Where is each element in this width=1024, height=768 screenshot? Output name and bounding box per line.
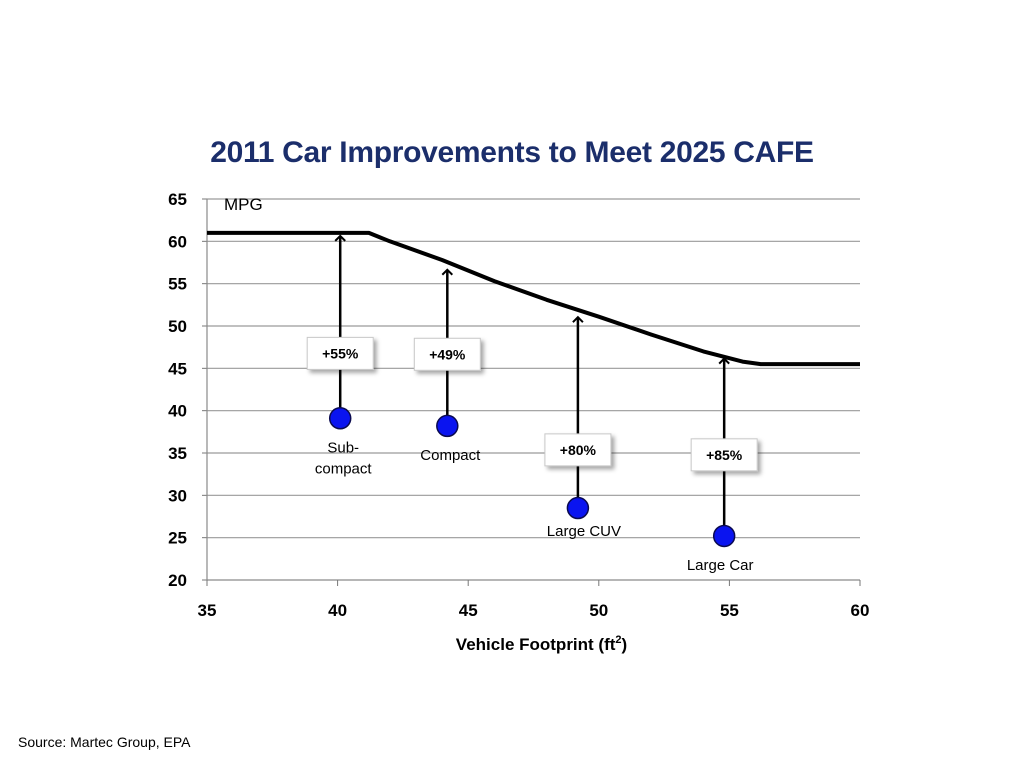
x-tick-label-35: 35 bbox=[198, 601, 217, 620]
x-axis-label: Vehicle Footprint (ft2) bbox=[456, 634, 627, 654]
target-curve bbox=[207, 230, 860, 367]
source-note: Source: Martec Group, EPA bbox=[18, 734, 191, 750]
y-tick-label-65: 65 bbox=[168, 190, 187, 209]
chart-title: 2011 Car Improvements to Meet 2025 CAFE bbox=[210, 136, 814, 169]
improvement-callout-box bbox=[413, 337, 481, 371]
y-tick-label-40: 40 bbox=[168, 402, 187, 421]
vehicle-label-line2: compact bbox=[315, 460, 373, 477]
vehicle-label: Sub- bbox=[327, 439, 359, 456]
x-tick-label-50: 50 bbox=[589, 601, 608, 620]
y-tick-label-20: 20 bbox=[168, 571, 187, 590]
vehicle-label: Compact bbox=[420, 447, 481, 464]
vehicle-marker bbox=[566, 496, 590, 520]
vehicle-marker bbox=[328, 407, 352, 430]
improvement-callout-text: +85% bbox=[706, 447, 743, 463]
labels: MPG Vehicle Footprint (ft2) +55% Sub-compac… bbox=[224, 195, 758, 654]
y-tick-label-50: 50 bbox=[168, 317, 187, 336]
x-tick-label-45: 45 bbox=[459, 601, 478, 620]
x-tick-label-55: 55 bbox=[720, 601, 739, 620]
improvement-arrows bbox=[334, 234, 730, 526]
vehicle-marker bbox=[436, 414, 459, 438]
gridlines bbox=[207, 198, 860, 539]
improvement-callout-box bbox=[544, 433, 612, 467]
y-tick-label-35: 35 bbox=[168, 444, 187, 463]
axes: 20 25 30 35 40 45 50 55 60 65 35 40 45 50 55 60 bbox=[168, 190, 869, 620]
vehicle-label: Large Car bbox=[687, 557, 754, 574]
improvement-callout-text: +55% bbox=[322, 345, 359, 361]
x-tick-label-60: 60 bbox=[851, 601, 870, 620]
x-tick-label-40: 40 bbox=[328, 601, 347, 620]
improvement-callout-text: +80% bbox=[560, 442, 597, 458]
y-tick-label-25: 25 bbox=[168, 529, 187, 548]
target-curve-line bbox=[207, 230, 860, 367]
improvement-callout-text: +49% bbox=[429, 346, 466, 362]
y-axis-label: MPG bbox=[224, 195, 263, 214]
y-tick-label-55: 55 bbox=[168, 275, 187, 294]
vehicle-label: Large CUV bbox=[547, 523, 621, 540]
y-tick-label-30: 30 bbox=[168, 486, 187, 505]
improvement-callout-box bbox=[690, 438, 758, 472]
y-tick-label-60: 60 bbox=[168, 232, 187, 251]
vehicle-markers bbox=[328, 407, 736, 548]
improvement-callout-box bbox=[306, 336, 374, 370]
vehicle-marker bbox=[712, 524, 736, 548]
y-tick-label-45: 45 bbox=[168, 359, 187, 378]
